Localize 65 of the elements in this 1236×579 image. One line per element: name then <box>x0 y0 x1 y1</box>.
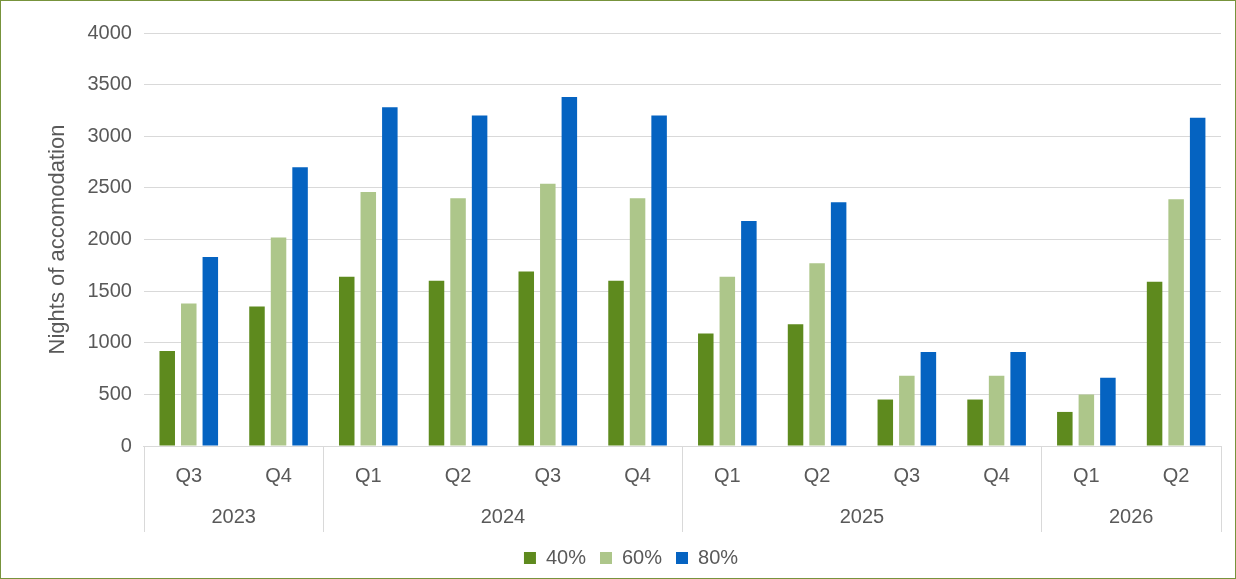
bar <box>540 183 556 446</box>
y-tick-label: 2500 <box>87 175 132 198</box>
bar <box>920 352 937 446</box>
y-tick-label: 3000 <box>87 123 132 146</box>
y-tick-label: 2000 <box>87 227 132 250</box>
bar <box>899 375 915 446</box>
bar <box>698 333 714 446</box>
legend-label: 40% <box>545 545 587 568</box>
bar <box>181 303 197 446</box>
text: 2023 <box>211 504 256 527</box>
bar <box>1168 199 1184 446</box>
x-tick-label: Q2 <box>803 463 831 486</box>
x-tick-label: Q3 <box>893 463 921 486</box>
bar <box>1078 394 1095 446</box>
x-tick-label: Q1 <box>1073 463 1100 486</box>
bar <box>1010 352 1026 446</box>
bar <box>629 198 646 446</box>
x-tick-label: Q4 <box>983 463 1010 486</box>
bar <box>719 276 736 446</box>
x-tick-label: Q2 <box>444 463 472 486</box>
bar <box>809 263 825 446</box>
y-tick-label: 500 <box>98 381 132 404</box>
bar <box>608 280 624 446</box>
y-tick-label: 3500 <box>87 72 132 95</box>
bar <box>741 220 757 446</box>
bar <box>1189 117 1206 446</box>
y-tick-label: 1500 <box>87 278 132 301</box>
x-tick-label: Q1 <box>713 463 741 486</box>
bar <box>159 351 175 446</box>
y-tick-label: 1000 <box>87 330 132 353</box>
bar <box>428 280 445 446</box>
text: 2024 <box>480 504 526 527</box>
bar <box>382 107 398 446</box>
text: 2025 <box>839 504 885 527</box>
bar <box>561 97 578 446</box>
y-tick-label: 0 <box>120 433 132 456</box>
x-tick-label: Q4 <box>265 463 292 486</box>
bar <box>877 399 894 446</box>
bar <box>1146 281 1163 446</box>
bar <box>202 257 219 446</box>
legend-label: 60% <box>621 545 663 568</box>
bar <box>787 324 804 446</box>
x-tick-label: Q1 <box>354 463 382 486</box>
legend-label: 80% <box>698 545 739 568</box>
bar <box>360 192 377 446</box>
x-tick-label: Q3 <box>175 463 203 486</box>
bar <box>518 271 535 446</box>
bar <box>249 306 265 446</box>
bar <box>450 198 466 446</box>
bar <box>292 167 308 446</box>
bar <box>471 115 488 446</box>
bar <box>270 237 287 446</box>
x-tick-label: Q3 <box>534 463 562 486</box>
bar <box>967 399 983 446</box>
y-tick-label: 4000 <box>87 20 132 43</box>
x-tick-label: Q4 <box>624 463 651 486</box>
bar <box>1057 411 1073 446</box>
y-axis-title: Nights of accomodation <box>44 124 70 355</box>
bar <box>1100 377 1116 446</box>
bar <box>338 276 355 446</box>
text: 2026 <box>1108 504 1154 527</box>
bar <box>830 202 847 446</box>
bar <box>988 375 1005 446</box>
x-tick-label: Q2 <box>1162 463 1190 486</box>
bar <box>651 115 667 446</box>
